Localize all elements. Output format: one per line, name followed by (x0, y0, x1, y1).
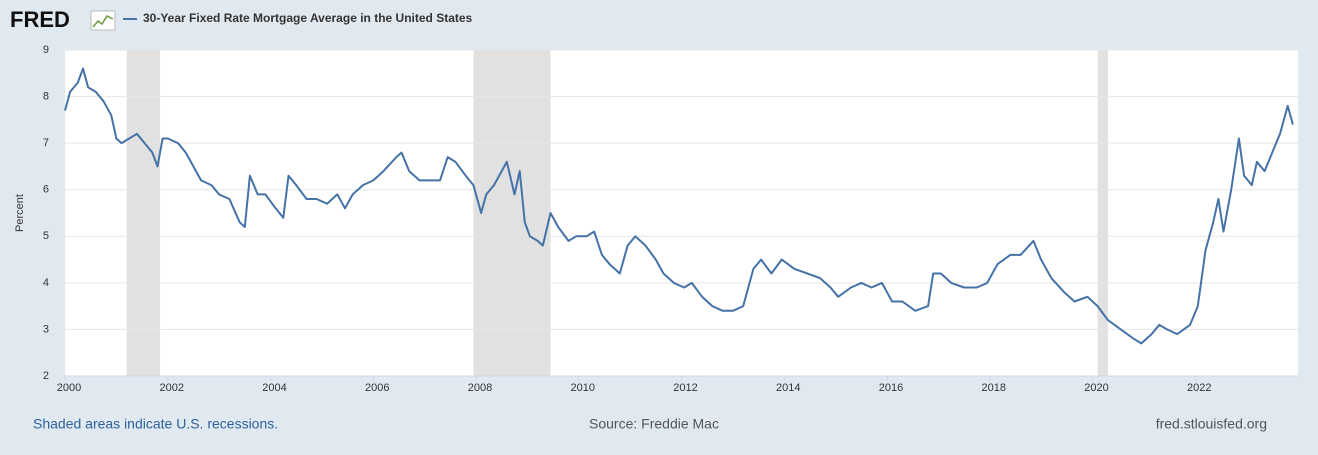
series-line (64, 67, 1294, 345)
x-tick-label: 2016 (879, 382, 903, 394)
site: fred.stlouisfed.org (1156, 416, 1267, 432)
recession-band (1097, 50, 1108, 376)
recession-note: Shaded areas indicate U.S. recessions. (33, 416, 278, 432)
x-tick-label: 2020 (1084, 382, 1108, 394)
y-tick-label: 9 (43, 44, 49, 56)
y-tick-label: 7 (43, 137, 49, 149)
x-tick-label: 2018 (982, 382, 1006, 394)
plot-area (65, 50, 1298, 376)
x-tick-label: 2014 (776, 382, 800, 394)
logo-icon (90, 10, 116, 31)
y-tick-label: 4 (43, 277, 49, 289)
x-tick-label: 2002 (160, 382, 184, 394)
y-tick-label: 5 (43, 230, 49, 242)
logo: FRED (10, 7, 70, 32)
x-tick-label: 2000 (57, 382, 81, 394)
y-tick-label: 3 (43, 323, 49, 335)
y-tick-label: 6 (43, 184, 49, 196)
recession-band (473, 50, 551, 376)
recession-band (126, 50, 161, 376)
x-tick-label: 2012 (673, 382, 697, 394)
x-tick-label: 2010 (571, 382, 595, 394)
y-axis-label: Percent (14, 194, 26, 232)
x-tick-label: 2022 (1187, 382, 1211, 394)
source: Source: Freddie Mac (589, 416, 719, 432)
x-tick-label: 2006 (365, 382, 389, 394)
y-tick-label: 2 (43, 370, 49, 382)
x-tick-label: 2004 (262, 382, 286, 394)
x-tick-label: 2008 (468, 382, 492, 394)
y-tick-label: 8 (43, 90, 49, 102)
legend-label: 30-Year Fixed Rate Mortgage Average in t… (143, 11, 473, 25)
